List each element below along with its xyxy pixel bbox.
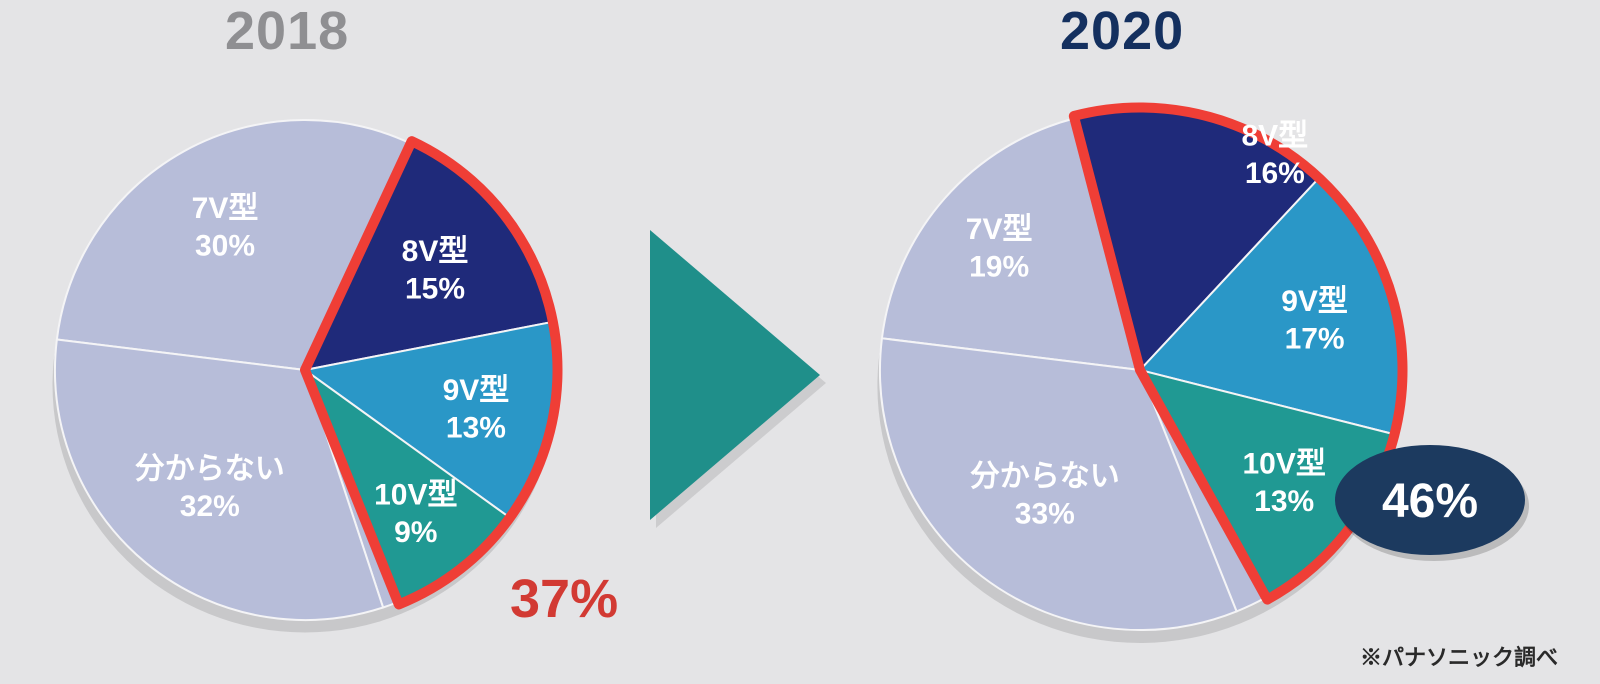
- chart-right-badge: 46%: [0, 0, 1600, 684]
- badge-text: 46%: [1382, 475, 1478, 528]
- stage: { "layout": { "width": 1600, "height": 6…: [0, 0, 1600, 684]
- source-note: ※パナソニック調べ: [1360, 640, 1558, 672]
